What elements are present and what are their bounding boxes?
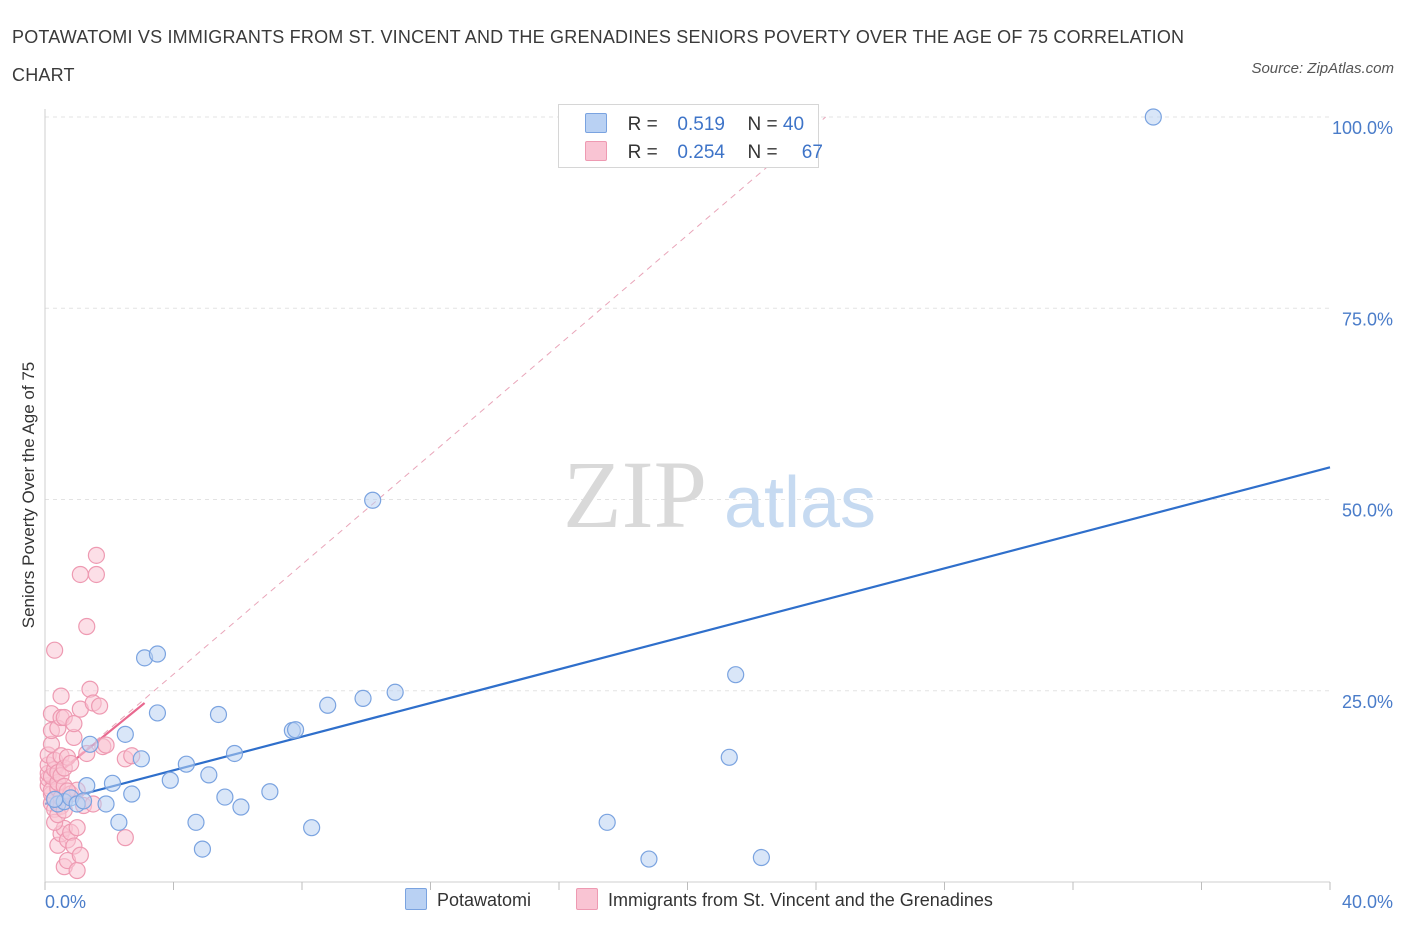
data-point-potawatomi <box>81 735 99 753</box>
data-point-immigrants <box>68 819 86 837</box>
data-point-potawatomi <box>216 788 234 806</box>
legend-row-potawatomi: R = 0.519 N = 40 <box>585 113 804 137</box>
data-point-potawatomi <box>598 813 616 831</box>
y-axis-label: Seniors Poverty Over the Age of 75 <box>19 362 38 628</box>
legend-r-value: 0.254 <box>677 142 725 163</box>
data-point-potawatomi <box>97 795 115 813</box>
data-point-potawatomi <box>78 777 96 795</box>
data-point-immigrants <box>68 861 86 880</box>
legend-r-label: R = <box>627 142 658 163</box>
chart-title: POTAWATOMI VS IMMIGRANTS FROM ST. VINCEN… <box>12 27 1185 85</box>
data-point-potawatomi <box>209 705 228 724</box>
data-point-potawatomi <box>46 790 64 808</box>
data-point-potawatomi <box>303 819 321 837</box>
trend-line-extended-immigrants <box>44 116 826 785</box>
y-tick-label: 25.0% <box>1342 692 1393 712</box>
data-point-potawatomi <box>286 721 305 739</box>
data-point-immigrants <box>71 565 89 584</box>
watermark-zip: ZIP <box>563 441 707 548</box>
data-point-potawatomi <box>386 683 404 701</box>
data-point-potawatomi <box>364 491 382 509</box>
legend-r-value: 0.519 <box>677 114 725 135</box>
data-point-potawatomi <box>720 748 738 766</box>
legend-swatch-immigrants <box>585 141 607 161</box>
data-point-potawatomi <box>132 750 150 768</box>
data-point-immigrants <box>116 829 134 847</box>
data-point-potawatomi <box>1144 108 1162 126</box>
data-point-potawatomi <box>727 666 745 684</box>
data-point-potawatomi <box>193 840 212 858</box>
y-tick-label: 75.0% <box>1342 309 1393 329</box>
data-point-immigrants <box>97 736 115 754</box>
stats-legend: R = 0.519 N = 40 R = 0.254 N = 67 <box>558 104 823 168</box>
data-point-immigrants <box>71 846 89 864</box>
data-point-immigrants <box>46 641 64 659</box>
data-point-immigrants <box>65 715 83 733</box>
legend-n-label: N = <box>747 142 778 163</box>
legend-n-label: N = <box>747 114 778 135</box>
series-legend: Potawatomi Immigrants from St. Vincent a… <box>0 888 1406 916</box>
data-point-potawatomi <box>110 813 128 831</box>
data-point-potawatomi <box>177 755 195 773</box>
watermark-atlas: atlas <box>724 463 876 543</box>
data-point-potawatomi <box>232 798 250 816</box>
data-point-potawatomi <box>148 704 167 722</box>
data-points <box>39 108 1162 880</box>
data-point-potawatomi <box>319 696 337 714</box>
data-point-potawatomi <box>148 645 167 663</box>
trend-line-potawatomi <box>44 466 1331 806</box>
data-point-immigrants <box>91 697 109 715</box>
legend-r-label: R = <box>627 114 658 135</box>
data-point-potawatomi <box>261 783 279 801</box>
data-point-potawatomi <box>225 744 244 763</box>
data-point-immigrants <box>87 546 106 564</box>
legend-swatch-potawatomi <box>405 888 427 910</box>
tick-labels: 25.0% 50.0% 75.0% 100.0% 0.0% 40.0% <box>45 118 1393 912</box>
data-point-potawatomi <box>123 785 141 803</box>
data-point-potawatomi <box>103 774 122 792</box>
data-point-immigrants <box>62 754 80 773</box>
data-point-potawatomi <box>200 766 218 784</box>
legend-n-value: 67 <box>801 142 823 163</box>
source-label: Source: ZipAtlas.com <box>1251 60 1394 77</box>
legend-swatch-immigrants <box>576 888 598 910</box>
data-point-potawatomi <box>187 813 205 831</box>
data-point-immigrants <box>87 565 106 584</box>
data-point-potawatomi <box>354 689 372 708</box>
legend-item-immigrants[interactable]: Immigrants from St. Vincent and the Gren… <box>576 888 993 911</box>
legend-label-immigrants: Immigrants from St. Vincent and the Gren… <box>608 890 993 910</box>
data-point-potawatomi <box>74 792 93 810</box>
x-tick-label: 40.0% <box>1342 892 1393 912</box>
data-point-immigrants <box>52 687 70 705</box>
y-tick-label: 50.0% <box>1342 501 1393 521</box>
data-point-potawatomi <box>161 771 179 789</box>
data-point-potawatomi <box>640 850 658 868</box>
legend-swatch-potawatomi <box>585 113 607 133</box>
x-tick-label: 0.0% <box>45 892 86 912</box>
legend-row-immigrants: R = 0.254 N = 67 <box>585 141 823 165</box>
legend-item-potawatomi[interactable]: Potawatomi <box>405 888 531 911</box>
legend-n-value: 40 <box>782 114 805 135</box>
legend-label-potawatomi: Potawatomi <box>437 890 532 910</box>
grid-lines <box>45 116 1330 692</box>
data-point-potawatomi <box>752 848 770 867</box>
data-point-immigrants <box>78 617 96 636</box>
data-point-potawatomi <box>116 725 134 743</box>
y-tick-label: 100.0% <box>1332 118 1393 138</box>
